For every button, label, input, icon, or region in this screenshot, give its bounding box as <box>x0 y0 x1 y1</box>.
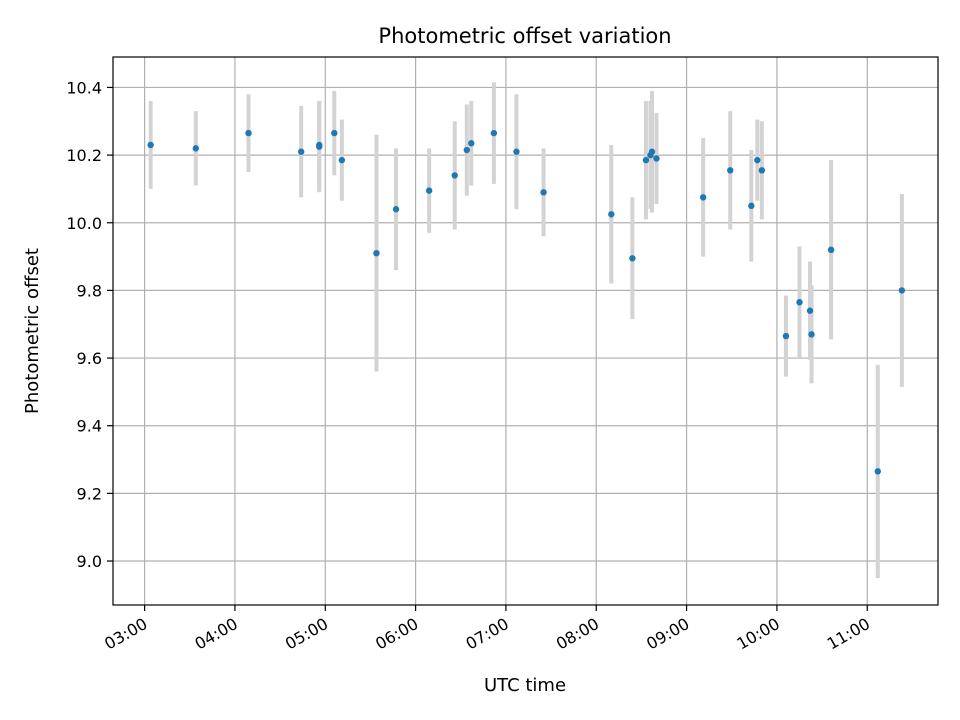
y-tick-label: 9.0 <box>77 552 102 571</box>
y-tick-label: 10.2 <box>66 146 102 165</box>
data-point <box>629 255 636 262</box>
data-point <box>297 148 305 155</box>
data-point <box>653 155 660 162</box>
data-point <box>806 307 814 314</box>
x-tick-label: 09:00 <box>643 614 692 654</box>
x-tick-label: 04:00 <box>192 614 241 654</box>
data-point <box>463 146 470 154</box>
data-point <box>468 140 475 147</box>
y-tick-label: 10.0 <box>66 214 102 233</box>
data-point <box>147 141 154 149</box>
data-point <box>490 129 498 137</box>
data-point <box>898 287 906 294</box>
data-point <box>316 143 323 150</box>
x-tick-label: 07:00 <box>462 614 511 654</box>
data-point <box>827 246 835 254</box>
chart-title: Photometric offset variation <box>378 24 671 48</box>
x-tick-label: 11:00 <box>824 614 873 654</box>
data-point <box>754 156 761 164</box>
plot-frame <box>112 56 939 606</box>
x-tick-label: 08:00 <box>553 614 602 654</box>
grid-layer <box>113 57 938 605</box>
data-point <box>451 172 458 179</box>
y-axis-title: Photometric offset <box>22 248 43 414</box>
data-point <box>874 468 881 475</box>
data-point <box>727 167 734 174</box>
y-tick-label: 9.4 <box>77 417 102 436</box>
data-point <box>648 148 656 155</box>
x-tick-label: 03:00 <box>101 614 150 654</box>
data-point <box>699 194 707 201</box>
y-tick-label: 10.4 <box>66 78 102 97</box>
x-axis-title: UTC time <box>484 675 566 696</box>
errorbar-layer <box>148 82 904 578</box>
data-point <box>748 202 755 210</box>
data-point <box>796 299 803 306</box>
data-point <box>425 187 433 194</box>
x-tick-label: 06:00 <box>372 614 421 654</box>
x-tick-label: 05:00 <box>282 614 331 654</box>
data-point <box>758 167 766 174</box>
data-point <box>808 331 815 338</box>
data-point <box>642 156 650 164</box>
data-point <box>540 189 547 196</box>
y-tick-label: 9.2 <box>77 484 102 503</box>
data-point <box>373 249 380 257</box>
data-point <box>338 156 346 164</box>
x-tick-label: 10:00 <box>733 614 782 654</box>
y-tick-label: 9.6 <box>77 349 102 368</box>
data-point <box>782 332 790 340</box>
y-tick-label: 9.8 <box>77 281 102 300</box>
data-point <box>331 129 338 137</box>
data-point <box>192 145 200 152</box>
data-point <box>392 206 400 213</box>
data-point <box>245 129 252 137</box>
y-axis: 9.0 9.2 9.4 9.6 9.8 10.0 10.2 10.4 <box>66 78 113 571</box>
x-axis: 03:00 04:00 05:00 06:00 07:00 08:00 09:00 10:00… <box>101 605 873 654</box>
marker-layer <box>147 129 906 475</box>
data-point <box>513 148 520 155</box>
data-point <box>608 211 615 218</box>
